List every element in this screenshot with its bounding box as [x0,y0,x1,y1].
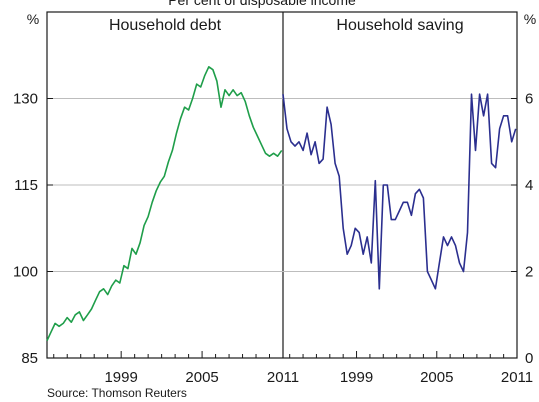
household-debt-line [46,66,283,342]
series-lines [46,66,517,342]
x-tick-label-p0-2005: 2005 [185,369,218,386]
tick-labels: 85 100 115 130 1999 2005 2011 0 2 4 6 1999 2005 2011 [13,91,533,387]
panel-title-household-debt: Household debt [109,17,222,34]
right-y-tick-label-2: 2 [525,264,533,281]
x-tick-label-p1-1999: 1999 [340,369,373,386]
left-y-tick-label-130: 130 [13,91,38,108]
right-y-tick-label-6: 6 [525,91,533,108]
household-saving-line [282,93,517,290]
gridlines [47,98,517,272]
left-y-tick-label-85: 85 [21,350,38,367]
right-y-tick-label-0: 0 [525,350,533,367]
x-tick-label-p0-2011: 2011 [267,369,299,386]
x-tick-label-p1-2005: 2005 [420,369,453,386]
x-tick-label-p1-2011: 2011 [501,369,533,386]
left-y-tick-label-100: 100 [13,264,38,281]
panel-title-household-saving: Household saving [336,17,463,34]
left-y-tick-label-115: 115 [14,177,38,194]
x-tick-label-p0-1999: 1999 [104,369,137,386]
axis-ticks [47,98,518,359]
right-y-tick-label-4: 4 [525,177,533,194]
right-unit-label: % [524,11,536,27]
left-unit-label: % [27,11,39,27]
chart-subtitle: Per cent of disposable income [168,0,356,8]
source-note: Source: Thomson Reuters [47,386,187,400]
